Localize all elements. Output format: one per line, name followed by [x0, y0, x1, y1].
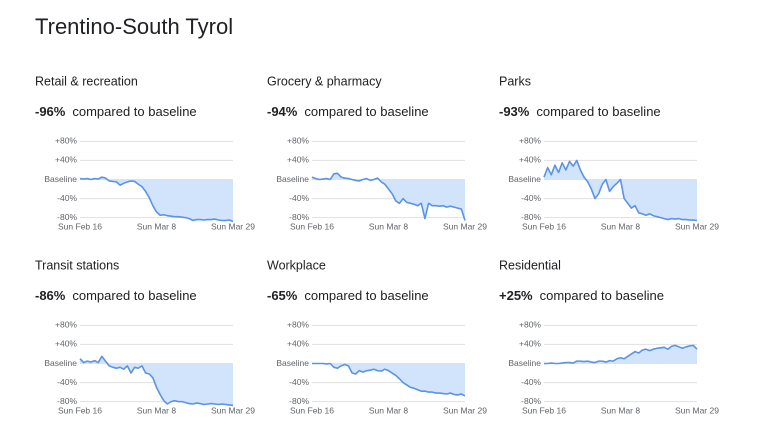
y-tick-label: -80%: [57, 212, 77, 222]
change-area: [80, 177, 233, 222]
x-tick-label: Sun Mar 29: [443, 406, 487, 416]
y-tick-label: +40%: [287, 155, 309, 165]
trend-line: [79, 355, 234, 407]
chart-title: Grocery & pharmacy: [267, 74, 382, 88]
change-area: [312, 173, 465, 221]
change-text: compared to baseline: [72, 104, 196, 119]
y-tick-label: -80%: [289, 212, 309, 222]
y-tick-label: -80%: [289, 396, 309, 406]
trend-line: [544, 344, 698, 365]
x-tick-label: Sun Mar 29: [211, 406, 255, 416]
y-tick-label: +80%: [55, 320, 77, 330]
x-tick-label: Sun Mar 8: [601, 222, 640, 232]
headline: -96% compared to baseline: [35, 104, 197, 119]
y-tick-label: -40%: [57, 193, 77, 203]
trend-line: [543, 159, 698, 222]
chart-title: Parks: [499, 74, 531, 88]
change-area: [312, 363, 465, 396]
y-tick-label: -40%: [521, 377, 541, 387]
change-text: compared to baseline: [304, 104, 428, 119]
chart-title: Workplace: [267, 258, 326, 272]
x-tick-label: Sun Feb 16: [290, 222, 334, 232]
x-tick-label: Sun Mar 8: [369, 222, 408, 232]
y-tick-label: +80%: [287, 136, 309, 146]
change-value: -65%: [267, 288, 298, 303]
change-area: [544, 345, 697, 364]
change-value: -86%: [35, 288, 66, 303]
headline: -93% compared to baseline: [499, 104, 661, 119]
change-text: compared to baseline: [72, 288, 196, 303]
y-tick-label: +80%: [287, 320, 309, 330]
y-tick-label: -40%: [289, 377, 309, 387]
trend-line: [312, 362, 466, 397]
y-tick-label: +40%: [287, 339, 309, 349]
y-tick-label: Baseline: [508, 358, 541, 368]
x-tick-label: Sun Feb 16: [522, 222, 566, 232]
y-tick-label: -40%: [521, 193, 541, 203]
change-value: -93%: [499, 104, 530, 119]
x-tick-label: Sun Mar 29: [443, 222, 487, 232]
y-tick-label: +40%: [519, 155, 541, 165]
y-tick-label: +80%: [55, 136, 77, 146]
change-text: compared to baseline: [304, 288, 428, 303]
x-tick-label: Sun Mar 8: [137, 406, 176, 416]
chart-title: Retail & recreation: [35, 74, 138, 88]
y-tick-label: Baseline: [44, 358, 77, 368]
page-title: Trentino-South Tyrol: [35, 14, 233, 39]
change-value: -94%: [267, 104, 298, 119]
y-tick-label: +40%: [519, 339, 541, 349]
chart-title: Transit stations: [35, 258, 119, 272]
trend-line: [311, 172, 466, 221]
x-tick-label: Sun Feb 16: [58, 222, 102, 232]
change-text: compared to baseline: [536, 104, 660, 119]
y-tick-label: Baseline: [44, 174, 77, 184]
change-value: +25%: [499, 288, 533, 303]
x-tick-label: Sun Feb 16: [58, 406, 102, 416]
x-tick-label: Sun Mar 8: [137, 222, 176, 232]
headline: -86% compared to baseline: [35, 288, 197, 303]
y-tick-label: -80%: [57, 396, 77, 406]
x-tick-label: Sun Feb 16: [522, 406, 566, 416]
change-area: [80, 356, 233, 406]
x-tick-label: Sun Mar 8: [369, 406, 408, 416]
headline: -94% compared to baseline: [267, 104, 429, 119]
y-tick-label: -40%: [57, 377, 77, 387]
y-tick-label: +80%: [519, 320, 541, 330]
change-text: compared to baseline: [540, 288, 664, 303]
y-tick-label: +40%: [55, 339, 77, 349]
x-tick-label: Sun Mar 29: [211, 222, 255, 232]
trend-line: [79, 176, 234, 223]
x-tick-label: Sun Mar 8: [601, 406, 640, 416]
x-tick-label: Sun Mar 29: [675, 222, 719, 232]
y-tick-label: +80%: [519, 136, 541, 146]
x-tick-label: Sun Mar 29: [675, 406, 719, 416]
y-tick-label: -80%: [521, 396, 541, 406]
y-tick-label: +40%: [55, 155, 77, 165]
y-tick-label: -40%: [289, 193, 309, 203]
headline: +25% compared to baseline: [499, 288, 664, 303]
change-area: [544, 160, 697, 221]
y-tick-label: Baseline: [276, 358, 309, 368]
change-value: -96%: [35, 104, 66, 119]
x-tick-label: Sun Feb 16: [290, 406, 334, 416]
chart-title: Residential: [499, 258, 561, 272]
headline: -65% compared to baseline: [267, 288, 429, 303]
y-tick-label: Baseline: [276, 174, 309, 184]
y-tick-label: -80%: [521, 212, 541, 222]
y-tick-label: Baseline: [508, 174, 541, 184]
